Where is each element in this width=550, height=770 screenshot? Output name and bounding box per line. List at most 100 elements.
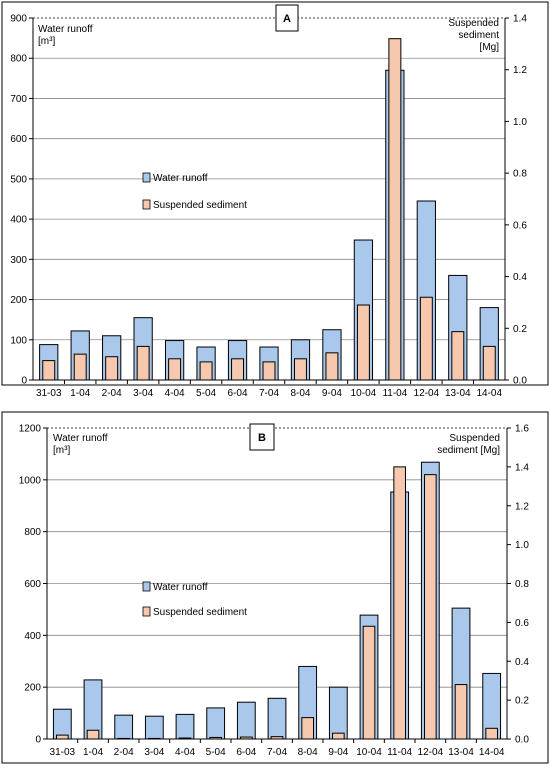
bar-suspended-sediment [178, 737, 192, 740]
x-tick-label: 13-04 [445, 388, 471, 399]
bar-suspended-sediment [270, 736, 284, 740]
x-tick-label: 1-04 [83, 747, 103, 758]
panel-label-box [249, 423, 275, 451]
x-tick-label: 10-04 [356, 747, 382, 758]
bar-water-runoff [144, 715, 164, 740]
bar-suspended-sediment [209, 736, 222, 740]
legend-label-water-runoff: Water runoff [153, 582, 208, 593]
y-left-tick-label: 1000 [19, 475, 42, 486]
bar-suspended-sediment [451, 331, 465, 381]
bar-suspended-sediment [485, 727, 498, 740]
bar-water-runoff [267, 697, 287, 740]
legend-swatch-suspended-sediment [142, 199, 151, 210]
x-tick-label: 3-04 [144, 747, 164, 758]
chart-panel-b: 0 200 400 600 800 1000 1200 0.0 0.2 0.4 0.6 0.8 1.0 1… [1, 411, 549, 764]
bar-suspended-sediment [231, 358, 245, 381]
y-right-axis-title: sediment [Mg] [437, 445, 500, 456]
y-right-tick-label: 1.0 [515, 540, 529, 551]
bar-suspended-sediment [482, 345, 496, 381]
x-tick-label: 31-03 [36, 388, 62, 399]
y-right-tick-label: 1.4 [513, 14, 527, 25]
legend-swatch-suspended-sediment [142, 606, 151, 617]
x-tick-label: 4-04 [175, 747, 195, 758]
bar-suspended-sediment [168, 358, 182, 381]
x-tick-label: 7-04 [267, 747, 287, 758]
x-tick-label: 10-04 [351, 388, 377, 399]
y-left-axis-title: Water runoff [38, 24, 93, 35]
x-tick-label: 12-04 [418, 747, 444, 758]
bar-suspended-sediment [240, 736, 253, 740]
y-right-tick-label: 0.8 [515, 579, 529, 590]
x-tick-label: 2-04 [102, 388, 122, 399]
x-tick-label: 14-04 [479, 747, 505, 758]
x-tick-label: 13-04 [448, 747, 474, 758]
legend-label-suspended-sediment: Suspended sediment [153, 200, 247, 211]
bar-suspended-sediment [56, 734, 69, 740]
bar-suspended-sediment [199, 361, 213, 381]
bar-suspended-sediment [419, 296, 433, 381]
x-tick-label: 7-04 [259, 388, 279, 399]
y-left-axis-title: [m³] [38, 36, 55, 47]
y-right-tick-label: 0.2 [515, 696, 529, 707]
y-left-tick-label: 200 [24, 683, 41, 694]
bar-suspended-sediment [325, 352, 339, 381]
y-left-tick-label: 500 [10, 174, 27, 185]
y-left-tick-label: 200 [10, 295, 27, 306]
y-left-tick-label: 800 [24, 527, 41, 538]
x-tick-label: 3-04 [133, 388, 153, 399]
bar-suspended-sediment [454, 684, 468, 740]
x-tick-label: 11-04 [382, 388, 407, 399]
x-tick-label: 31-03 [50, 747, 76, 758]
panel-label: B [258, 432, 266, 444]
y-left-tick-label: 300 [10, 255, 27, 266]
y-left-tick-label: 100 [10, 335, 27, 346]
legend-swatch-water-runoff [142, 172, 151, 183]
x-tick-label: 6-04 [236, 747, 256, 758]
bar-suspended-sediment [117, 737, 130, 740]
bar-suspended-sediment [293, 358, 307, 381]
y-right-tick-label: 0.4 [515, 657, 529, 668]
x-tick-label: 6-04 [228, 388, 248, 399]
bar-water-runoff [236, 701, 256, 740]
y-right-tick-label: 0.2 [513, 324, 527, 335]
y-left-tick-label: 0 [35, 735, 41, 746]
bar-suspended-sediment [86, 729, 100, 740]
chart-panel-a: 0 100 200 300 400 500 600 700 800 900 0.0 0.2 0.4 0.6… [1, 1, 549, 399]
bar-suspended-sediment [332, 732, 345, 740]
y-left-tick-label: 400 [10, 215, 27, 226]
bar-suspended-sediment [42, 360, 56, 381]
bar-suspended-sediment [136, 345, 150, 381]
x-tick-label: 5-04 [206, 747, 226, 758]
bar-water-runoff [206, 707, 226, 740]
y-right-tick-label: 0.8 [513, 169, 527, 180]
y-left-tick-label: 900 [10, 14, 27, 25]
bar-water-runoff [114, 714, 134, 740]
y-left-tick-label: 600 [24, 579, 41, 590]
x-tick-label: 11-04 [387, 747, 412, 758]
bar-suspended-sediment [388, 38, 402, 381]
legend-label-suspended-sediment: Suspended sediment [153, 607, 247, 618]
y-right-tick-label: 0.6 [513, 220, 527, 231]
bar-suspended-sediment [424, 474, 437, 740]
y-left-tick-label: 0 [21, 376, 27, 387]
panel-label-box [275, 4, 299, 32]
y-right-tick-label: 1.0 [513, 117, 527, 128]
y-left-tick-label: 600 [10, 134, 27, 145]
x-tick-label: 8-04 [298, 747, 318, 758]
bar-water-runoff [175, 713, 195, 740]
y-right-axis-title: sediment [458, 30, 499, 41]
y-left-tick-label: 1200 [19, 424, 42, 435]
y-left-axis-title: Water runoff [53, 433, 108, 444]
x-tick-label: 1-04 [70, 388, 90, 399]
y-left-axis-title: [m³] [53, 445, 70, 456]
bar-water-runoff [52, 708, 72, 740]
y-right-axis-title: [Mg] [480, 42, 500, 53]
bar-suspended-sediment [356, 304, 370, 381]
bar-suspended-sediment [73, 353, 87, 381]
x-tick-label: 2-04 [114, 747, 134, 758]
y-right-tick-label: 1.2 [515, 501, 529, 512]
y-right-axis-title: Suspended [448, 18, 499, 29]
bar-water-runoff [328, 686, 348, 740]
legend-label-water-runoff: Water runoff [153, 173, 208, 184]
